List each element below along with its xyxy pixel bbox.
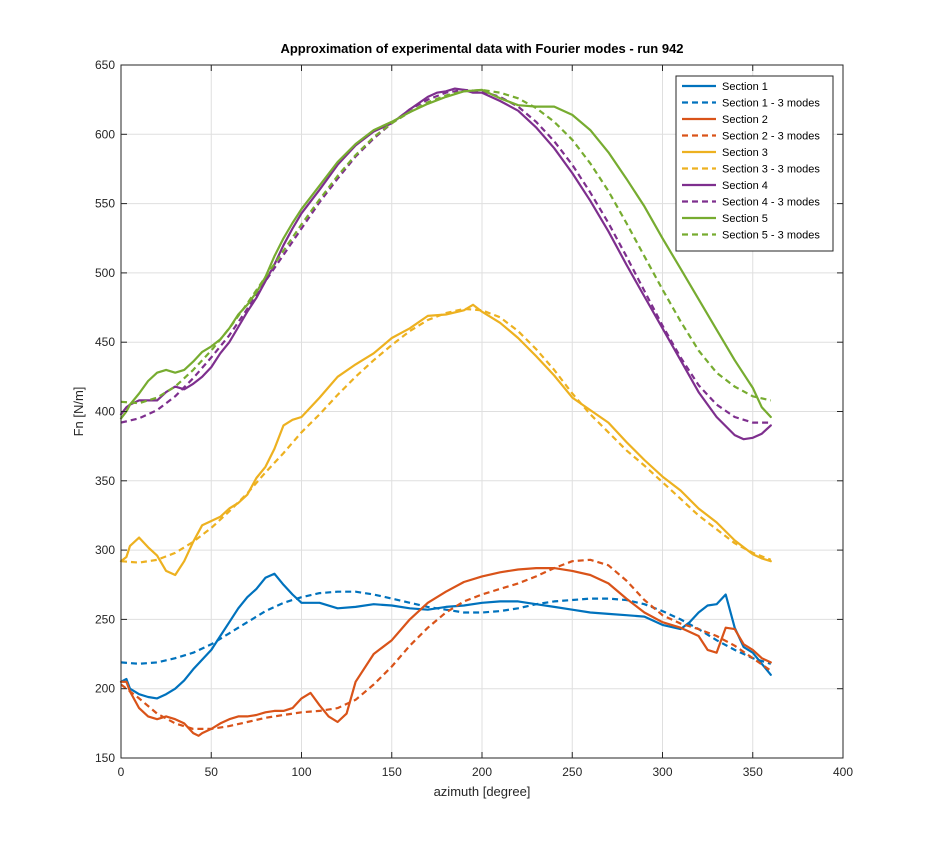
y-tick-label: 400	[95, 405, 115, 419]
y-tick-label: 250	[95, 612, 115, 626]
x-tick-label: 50	[205, 765, 219, 779]
y-tick-label: 300	[95, 543, 115, 557]
legend: Section 1 Section 1 - 3 modes Section 2 Sec…	[675, 75, 834, 252]
x-tick-label: 100	[291, 765, 311, 779]
y-tick-label: 650	[95, 58, 115, 72]
legend-entry: Section 5	[722, 213, 768, 225]
legend-entry: Section 1	[722, 81, 768, 93]
legend-entry: Section 2 - 3 modes	[722, 131, 820, 143]
x-tick-label: 350	[743, 765, 763, 779]
series-line-2	[120, 590, 772, 665]
y-tick-label: 550	[95, 197, 115, 211]
series-layer	[119, 87, 772, 737]
x-tick-label: 300	[652, 765, 672, 779]
y-axis-label: Fn [N/m]	[71, 387, 86, 437]
legend-entry: Section 4	[722, 180, 768, 192]
legend-entry: Section 3 - 3 modes	[722, 164, 820, 176]
grid	[120, 64, 844, 759]
chart-title: Approximation of experimental data with …	[280, 41, 683, 56]
series-line-5	[119, 303, 772, 577]
legend-entry: Section 4 - 3 modes	[722, 197, 820, 209]
legend-entry: Section 1 - 3 modes	[722, 98, 820, 110]
x-tick-label: 250	[562, 765, 582, 779]
legend-entry: Section 5 - 3 modes	[722, 230, 820, 242]
ticks: 0 50 100 150 200 250 300 350 400 150 200 250 300 350 4…	[95, 58, 853, 779]
series-line-6	[120, 307, 772, 564]
y-tick-label: 200	[95, 682, 115, 696]
legend-box	[675, 75, 834, 252]
legend-entry: Section 3	[722, 147, 768, 159]
y-tick-label: 150	[95, 751, 115, 765]
y-tick-label: 450	[95, 335, 115, 349]
x-tick-label: 0	[118, 765, 125, 779]
y-tick-label: 350	[95, 474, 115, 488]
series-line-8	[120, 88, 771, 424]
x-tick-label: 150	[382, 765, 402, 779]
x-axis-label: azimuth [degree]	[434, 784, 531, 799]
series-line-4	[120, 558, 772, 731]
y-tick-label: 600	[95, 127, 115, 141]
series-line-10	[120, 88, 772, 405]
y-tick-label: 500	[95, 266, 115, 280]
x-tick-label: 400	[833, 765, 853, 779]
series-line-3	[119, 566, 772, 737]
legend-entry: Section 2	[722, 114, 768, 126]
series-line-9	[119, 88, 772, 420]
x-tick-label: 200	[472, 765, 492, 779]
series-line-1	[119, 572, 772, 700]
